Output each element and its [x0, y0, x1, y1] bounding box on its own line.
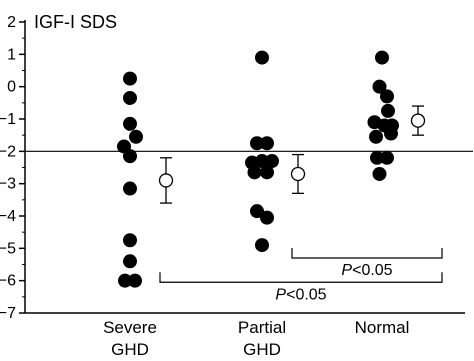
data-point	[123, 233, 137, 248]
data-point	[128, 273, 142, 288]
data-point	[123, 116, 137, 131]
data-point	[381, 103, 395, 118]
data-point	[123, 254, 137, 269]
data-point	[260, 165, 274, 180]
data-point	[250, 136, 264, 151]
data-point	[372, 79, 387, 94]
data-point	[370, 150, 384, 165]
point-layer	[117, 50, 399, 288]
data-point	[380, 89, 394, 104]
category-label: Severe	[103, 318, 157, 337]
data-point	[260, 136, 274, 151]
data-point	[380, 150, 394, 165]
data-point	[123, 181, 137, 196]
mean-marker	[290, 166, 306, 182]
mean-marker	[158, 173, 174, 188]
data-point	[118, 273, 132, 288]
data-point	[255, 238, 269, 253]
significance-label: P<0.05	[341, 262, 392, 279]
significance-bracket	[159, 272, 443, 283]
y-axis-label: IGF-I SDS	[34, 12, 117, 32]
category-label-line2: GHD	[243, 340, 281, 359]
data-point	[250, 204, 264, 219]
y-tick-label: 2	[7, 14, 16, 31]
mean-layer	[158, 105, 426, 204]
data-point	[369, 129, 383, 144]
data-point	[372, 166, 387, 181]
y-tick-label: −7	[0, 305, 16, 322]
data-point	[123, 149, 137, 164]
data-point	[255, 50, 269, 65]
data-point	[123, 71, 137, 86]
y-tick-label: −4	[0, 208, 16, 225]
y-tick-label: −2	[0, 143, 16, 160]
y-tick-label: −5	[0, 240, 16, 257]
data-point	[265, 154, 279, 169]
data-point	[384, 126, 398, 141]
category-label: Partial	[238, 318, 286, 337]
y-tick-label: −1	[0, 111, 16, 128]
data-point	[255, 154, 269, 169]
data-point	[123, 90, 137, 105]
data-point	[129, 129, 143, 144]
data-point	[247, 165, 262, 180]
y-tick-label: 0	[7, 79, 16, 96]
y-tick-label: 1	[7, 46, 16, 63]
y-tick-label: −3	[0, 176, 16, 193]
data-point	[260, 210, 274, 225]
y-tick-label: −6	[0, 273, 16, 290]
category-label: Normal	[355, 318, 410, 337]
mean-marker	[410, 113, 426, 128]
category-label-line2: GHD	[111, 340, 149, 359]
data-point	[375, 50, 389, 65]
annotation-layer: P<0.05 P<0.05	[159, 248, 443, 303]
significance-label: P<0.05	[275, 286, 326, 303]
axis-layer: 2 1 0 −1 −2 −3 −4 −5 −6 −7 Severe GHD Partial GHD Norm…	[0, 14, 465, 359]
significance-bracket	[291, 248, 443, 259]
